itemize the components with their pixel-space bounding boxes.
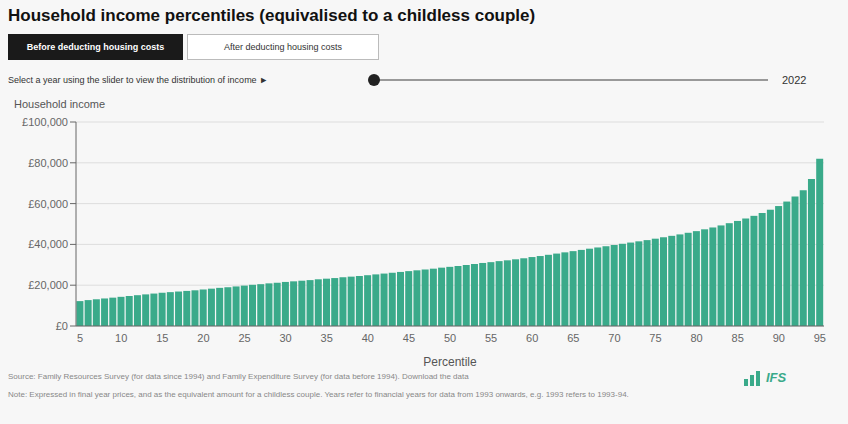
- html-text:After deducting housing costs: After deducting housing costs: [224, 42, 342, 52]
- svg-text:15: 15: [156, 332, 168, 344]
- html-text:Household income: Household income: [14, 98, 106, 110]
- svg-text:70: 70: [608, 332, 620, 344]
- svg-text:45: 45: [403, 332, 415, 344]
- html-text:Household income percentiles (: Household income percentiles (equivalise…: [8, 6, 536, 25]
- svg-text:80: 80: [690, 332, 702, 344]
- html-text:Select a year using the slider: Select a year using the slider to view t…: [8, 75, 268, 85]
- svg-text:25: 25: [238, 332, 250, 344]
- html-text:2022: 2022: [782, 74, 807, 86]
- svg-text:60: 60: [526, 332, 538, 344]
- svg-text:75: 75: [649, 332, 661, 344]
- svg-text:£0: £0: [56, 320, 68, 332]
- html-text:IFS: IFS: [766, 370, 787, 385]
- svg-text:5: 5: [77, 332, 83, 344]
- html-text:Note: Expressed in final year: Note: Expressed in final year prices, an…: [8, 390, 629, 399]
- svg-text:30: 30: [279, 332, 291, 344]
- html-text:Source: Family Resources Surve: Source: Family Resources Survey (for dat…: [8, 372, 469, 381]
- svg-text:55: 55: [485, 332, 497, 344]
- html-text:Before deducting housing costs: Before deducting housing costs: [26, 42, 165, 52]
- svg-text:£60,000: £60,000: [28, 198, 68, 210]
- svg-text:£40,000: £40,000: [28, 238, 68, 250]
- svg-text:65: 65: [567, 332, 579, 344]
- svg-text:90: 90: [773, 332, 785, 344]
- svg-text:40: 40: [362, 332, 374, 344]
- svg-text:£80,000: £80,000: [28, 157, 68, 169]
- svg-text:Percentile: Percentile: [423, 355, 477, 368]
- svg-text:85: 85: [732, 332, 744, 344]
- svg-text:£20,000: £20,000: [28, 279, 68, 291]
- svg-text:95: 95: [814, 332, 826, 344]
- svg-text:50: 50: [444, 332, 456, 344]
- svg-text:10: 10: [115, 332, 127, 344]
- svg-text:35: 35: [321, 332, 333, 344]
- svg-text:20: 20: [197, 332, 209, 344]
- svg-text:£100,000: £100,000: [22, 116, 68, 128]
